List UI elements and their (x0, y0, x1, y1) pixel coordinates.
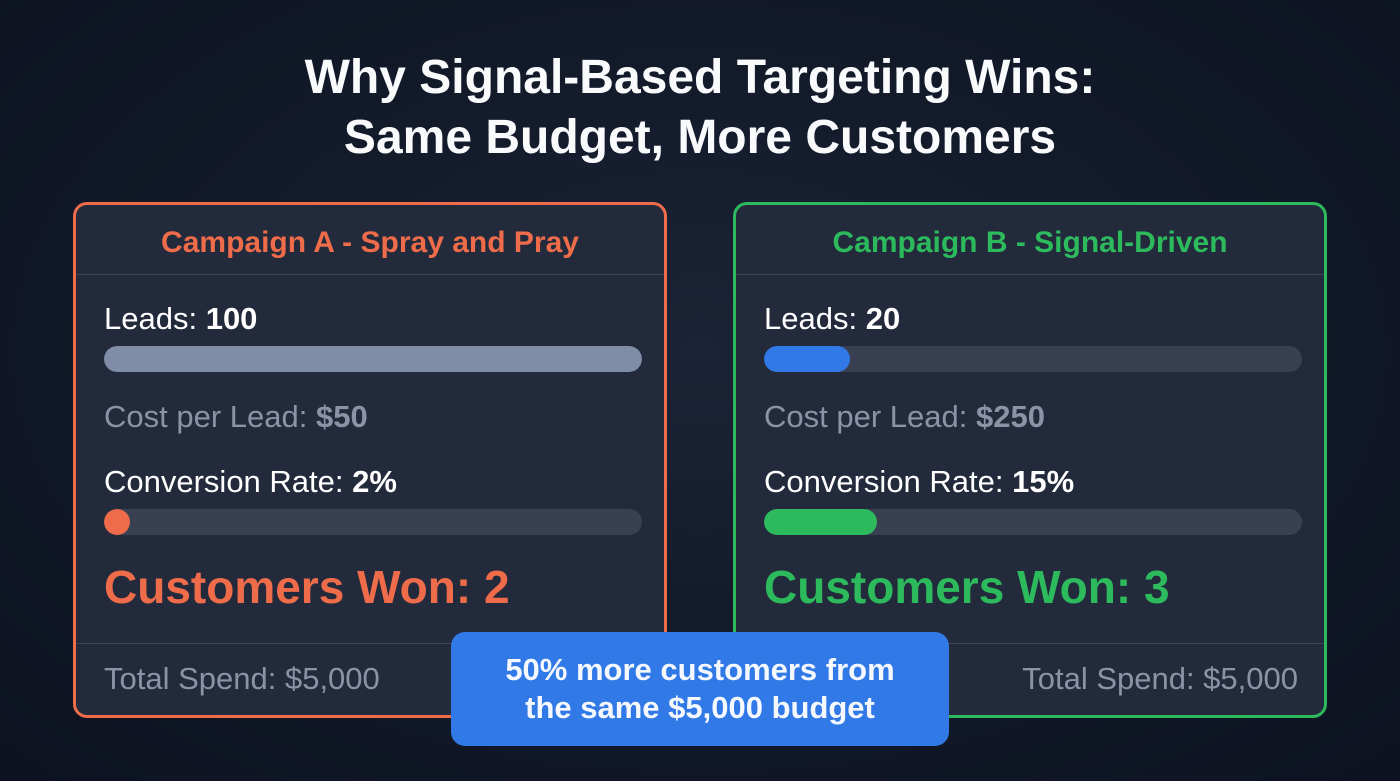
leads-bar-fill (764, 346, 851, 372)
conversion-bar (764, 509, 1302, 535)
leads-row: Leads: 20 (764, 301, 901, 336)
cost-per-lead-row: Cost per Lead: $250 (764, 399, 1045, 434)
customers-won: Customers Won: 2 (104, 561, 510, 613)
leads-bar-fill (104, 346, 642, 372)
leads-row: Leads: 100 (104, 301, 258, 336)
conversion-row: Conversion Rate: 2% (104, 464, 397, 499)
page-title: Why Signal-Based Targeting Wins: Same Bu… (304, 51, 1096, 164)
campaign-a-card: Campaign A - Spray and Pray Leads: 100 C… (73, 202, 667, 718)
total-spend: Total Spend: $5,000 (1022, 661, 1298, 696)
campaign-b-title: Campaign B - Signal-Driven (736, 205, 1324, 275)
divider (736, 643, 1324, 644)
conversion-bar (104, 509, 642, 535)
customers-won: Customers Won: 3 (764, 561, 1170, 613)
summary-badge: 50% more customers from the same $5,000 … (451, 632, 949, 746)
conversion-row: Conversion Rate: 15% (764, 464, 1075, 499)
leads-bar (764, 346, 1302, 372)
total-spend: Total Spend: $5,000 (104, 661, 380, 696)
campaign-a-title: Campaign A - Spray and Pray (76, 205, 664, 275)
cost-per-lead-row: Cost per Lead: $50 (104, 399, 368, 434)
leads-bar (104, 346, 642, 372)
divider (76, 643, 664, 644)
conversion-bar-fill (764, 509, 877, 535)
conversion-bar-fill (104, 509, 130, 535)
